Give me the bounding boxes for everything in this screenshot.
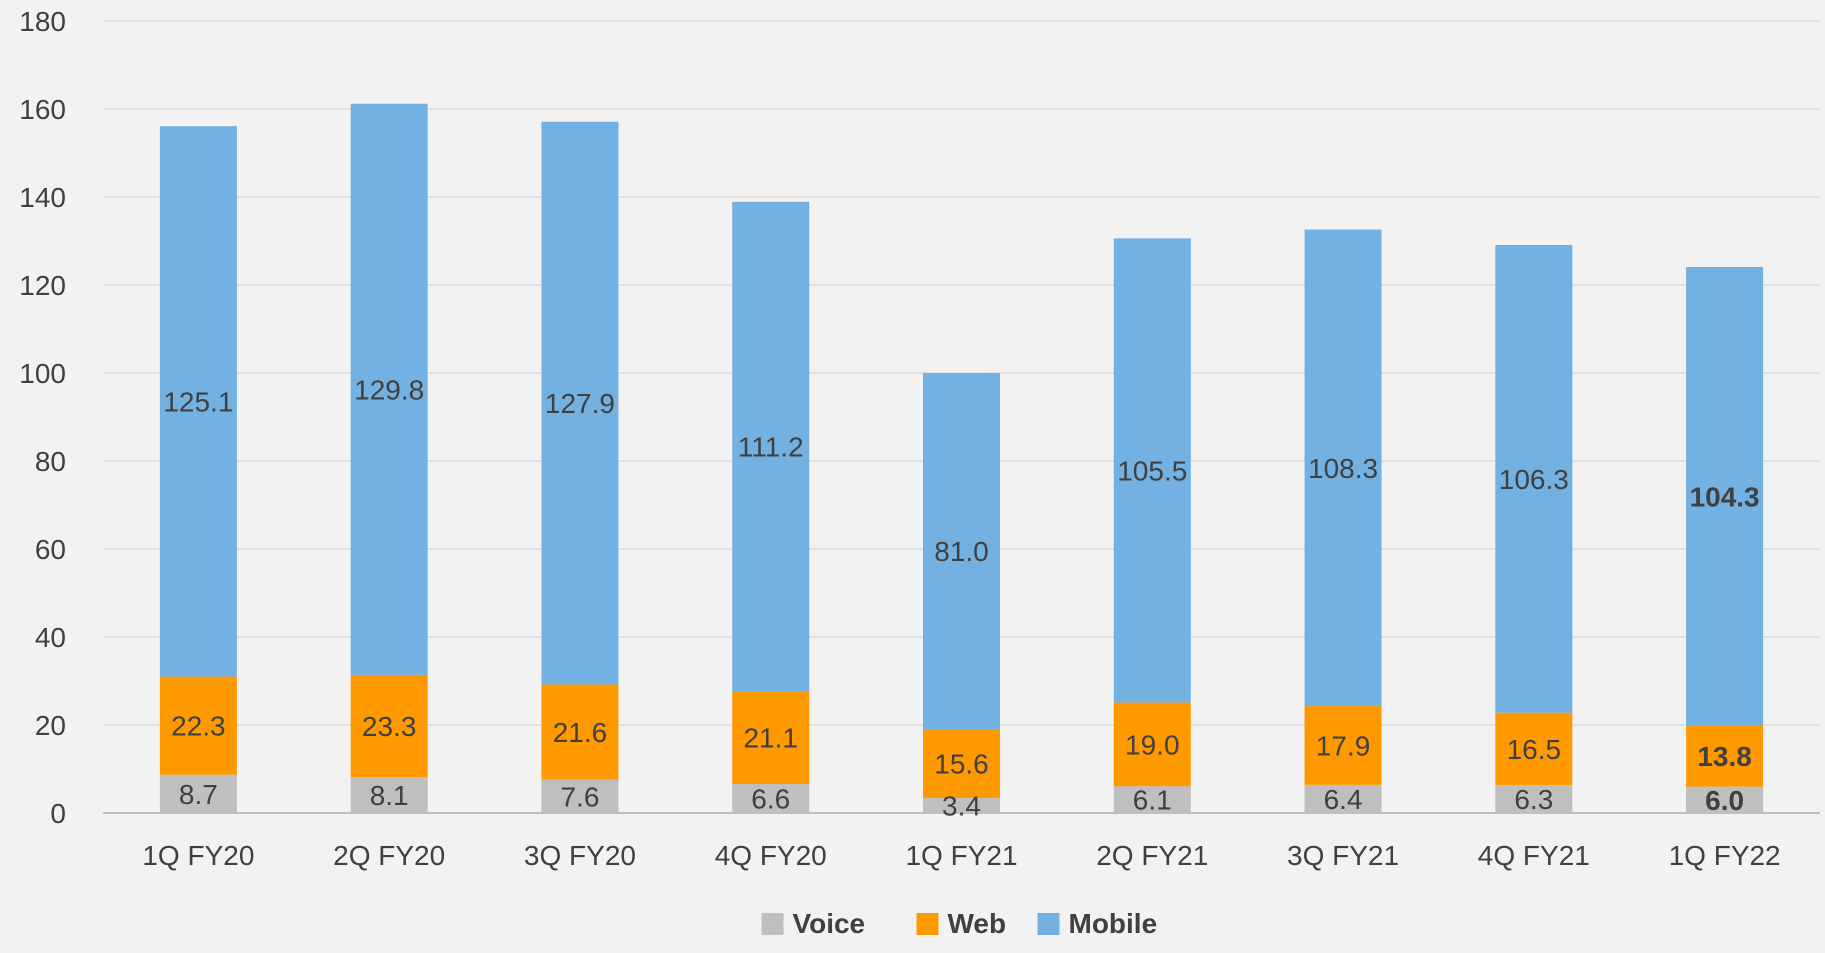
- y-axis: 0 20 40 60 80 100 120 140 160 180: [19, 6, 66, 829]
- y-tick-label: 80: [35, 446, 66, 477]
- x-tick-label: 4Q FY20: [715, 840, 827, 871]
- web-bar-segment: [1495, 712, 1573, 786]
- mobile-data-label: 104.3: [1690, 481, 1760, 512]
- web-bar-segment: [1686, 725, 1764, 787]
- y-tick-label: 60: [35, 534, 66, 565]
- voice-data-label: 8.1: [370, 780, 409, 811]
- mobile-data-label: 125.1: [163, 386, 233, 417]
- voice-data-label: 6.1: [1133, 785, 1172, 816]
- mobile-bar-segment: [1113, 238, 1191, 703]
- x-tick-label: 4Q FY21: [1478, 840, 1590, 871]
- voice-data-label: 3.4: [942, 791, 981, 822]
- legend-item-web: Web: [916, 908, 1007, 939]
- legend-item-mobile: Mobile: [1037, 908, 1158, 939]
- web-bar-segment: [732, 691, 810, 784]
- legend-swatch-voice: [761, 913, 784, 935]
- x-tick-label: 2Q FY20: [333, 840, 445, 871]
- mobile-data-label: 81.0: [934, 536, 989, 567]
- web-bar-segment: [350, 674, 428, 778]
- y-tick-label: 140: [19, 182, 66, 213]
- legend: Voice Web Mobile: [761, 908, 1158, 939]
- voice-bar-segment: [1495, 785, 1573, 813]
- labels-layer: 8.7 22.3 125.1 8.1 23.3 129.8 7.6 21.6 127.9 6.6 2…: [163, 374, 1759, 821]
- voice-bar-segment: [1686, 786, 1764, 813]
- mobile-bar-segment: [923, 373, 1000, 730]
- voice-data-label: 8.7: [179, 779, 218, 810]
- legend-label-voice: Voice: [793, 908, 866, 939]
- legend-item-voice: Voice: [761, 908, 866, 939]
- mobile-bar-segment: [159, 126, 237, 677]
- x-tick-label: 2Q FY21: [1096, 840, 1208, 871]
- x-axis: 1Q FY20 2Q FY20 3Q FY20 4Q FY20 1Q FY21 2Q FY…: [142, 840, 1780, 871]
- x-tick-label: 1Q FY20: [142, 840, 254, 871]
- mobile-bar-segment: [1304, 229, 1382, 707]
- voice-bar-segment: [1304, 784, 1382, 813]
- x-tick-label: 1Q FY22: [1669, 840, 1781, 871]
- y-tick-label: 40: [35, 622, 66, 653]
- web-bar-segment: [1304, 706, 1382, 785]
- voice-data-label: 6.4: [1324, 784, 1363, 815]
- web-bar-segment: [1113, 702, 1191, 787]
- web-bar-segment: [923, 729, 1000, 799]
- y-tick-label: 0: [50, 798, 66, 829]
- voice-bar-segment: [159, 774, 237, 813]
- y-tick-label: 20: [35, 710, 66, 741]
- legend-label-mobile: Mobile: [1069, 908, 1158, 939]
- web-data-label: 15.6: [934, 749, 989, 780]
- y-tick-label: 100: [19, 358, 66, 389]
- y-tick-label: 180: [19, 6, 66, 37]
- voice-data-label: 7.6: [560, 781, 599, 812]
- bars-layer: [159, 103, 1764, 813]
- y-tick-label: 120: [19, 270, 66, 301]
- mobile-bar-segment: [541, 121, 619, 685]
- web-data-label: 19.0: [1125, 729, 1180, 760]
- web-data-label: 22.3: [171, 711, 226, 742]
- web-bar-segment: [159, 676, 237, 775]
- web-data-label: 17.9: [1316, 730, 1371, 761]
- mobile-data-label: 111.2: [738, 431, 804, 462]
- web-data-label: 21.1: [743, 723, 798, 754]
- voice-bar-segment: [732, 783, 810, 813]
- mobile-data-label: 105.5: [1117, 455, 1187, 486]
- web-data-label: 21.6: [553, 717, 608, 748]
- mobile-bar-segment: [1686, 266, 1764, 726]
- mobile-data-label: 106.3: [1499, 464, 1569, 495]
- mobile-data-label: 127.9: [545, 388, 615, 419]
- voice-bar-segment: [1113, 786, 1191, 813]
- voice-data-label: 6.3: [1514, 784, 1553, 815]
- mobile-bar-segment: [732, 201, 810, 692]
- legend-swatch-web: [916, 913, 939, 935]
- y-tick-label: 160: [19, 94, 66, 125]
- web-bar-segment: [541, 684, 619, 780]
- web-data-label: 23.3: [362, 711, 417, 742]
- mobile-data-label: 129.8: [354, 374, 424, 405]
- mobile-bar-segment: [1495, 244, 1573, 713]
- voice-data-label: 6.0: [1705, 785, 1744, 816]
- mobile-data-label: 108.3: [1308, 453, 1378, 484]
- voice-bar-segment: [350, 777, 428, 813]
- voice-data-label: 6.6: [751, 783, 790, 814]
- web-data-label: 13.8: [1697, 741, 1752, 772]
- x-tick-label: 3Q FY21: [1287, 840, 1399, 871]
- legend-label-web: Web: [948, 908, 1007, 939]
- voice-bar-segment: [541, 779, 619, 813]
- mobile-bar-segment: [350, 103, 428, 675]
- x-tick-label: 1Q FY21: [905, 840, 1017, 871]
- web-data-label: 16.5: [1507, 734, 1562, 765]
- legend-swatch-mobile: [1037, 913, 1060, 935]
- x-tick-label: 3Q FY20: [524, 840, 636, 871]
- voice-bar-segment: [923, 798, 1000, 813]
